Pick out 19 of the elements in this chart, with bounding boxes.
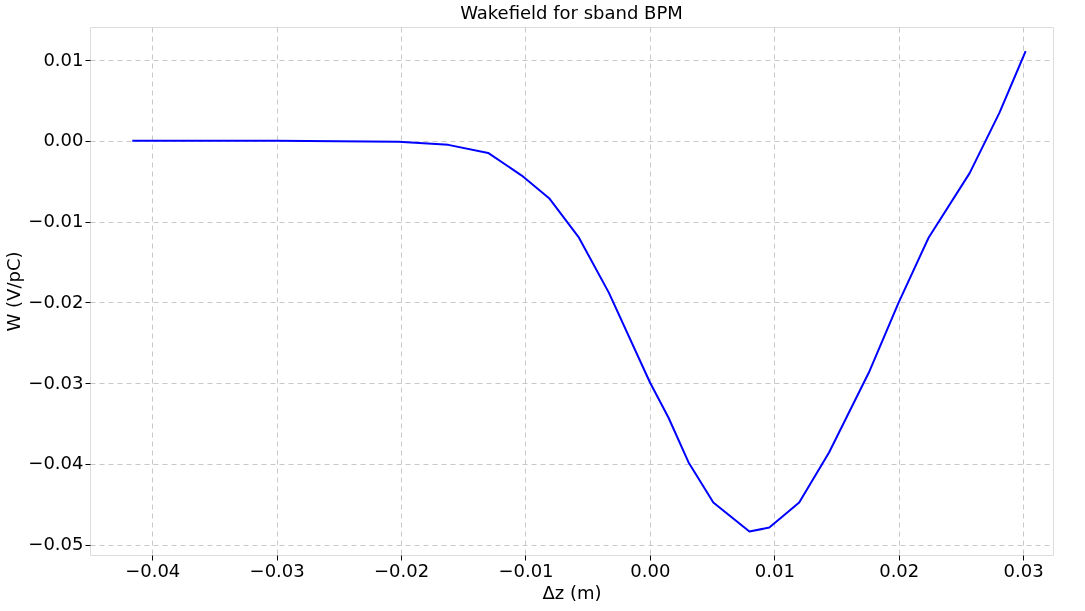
x-tick-label: −0.01 (498, 559, 554, 581)
x-tick-label: −0.03 (249, 559, 305, 581)
x-tick-label: 0.01 (754, 559, 795, 581)
x-tick-label: 0.00 (630, 559, 671, 581)
y-tick-label: −0.04 (28, 452, 84, 474)
chart-title: Wakefield for sband BPM (460, 2, 683, 23)
y-tick-label: −0.03 (28, 371, 84, 393)
y-tick-label: 0.00 (43, 129, 84, 151)
y-tick-label: −0.02 (28, 290, 84, 312)
y-axis-title: W (V/pC) (3, 251, 25, 332)
y-tick-label: −0.05 (28, 533, 84, 554)
x-tick-label: −0.02 (373, 559, 430, 581)
x-axis-title: Δz (m) (542, 581, 602, 603)
x-tick-label: −0.04 (125, 559, 181, 581)
line-series (131, 50, 1027, 533)
y-tick-label: 0.01 (43, 48, 84, 70)
x-tick-label: 0.03 (1003, 559, 1044, 581)
y-tick-label: −0.01 (28, 210, 84, 232)
x-tick-label: 0.02 (879, 559, 920, 581)
